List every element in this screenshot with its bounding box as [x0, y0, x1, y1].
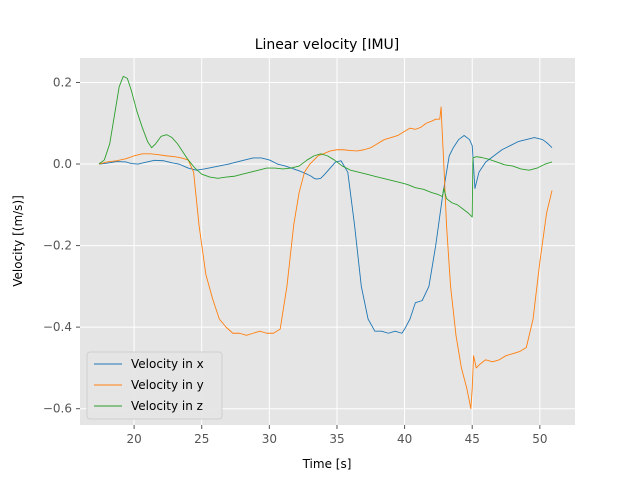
- y-tick-label: −0.2: [43, 239, 72, 253]
- x-tick-label: 30: [262, 432, 277, 446]
- series-line-2: [98, 106, 553, 410]
- series-lines: [98, 75, 553, 410]
- x-tick-label: 35: [329, 432, 344, 446]
- x-tick-label: 25: [194, 432, 209, 446]
- y-axis-ticks: −0.6 −0.4 −0.2 0.0 0.2: [43, 75, 80, 416]
- legend-box: [86, 351, 223, 420]
- series-line-3: [98, 75, 553, 218]
- x-axis-label: Time [s]: [302, 457, 352, 471]
- legend: Velocity in x Velocity in y Velocity in z: [86, 351, 223, 420]
- x-axis-ticks: 20 25 30 35 40 45 50: [126, 425, 547, 446]
- x-tick-label: 45: [465, 432, 480, 446]
- x-tick-label: 40: [397, 432, 412, 446]
- x-tick-label: 50: [532, 432, 547, 446]
- x-tick-label: 20: [126, 432, 141, 446]
- y-tick-label: 0.0: [53, 157, 72, 171]
- y-axis-label: Velocity [(m/s)]: [11, 195, 25, 287]
- chart-title: Linear velocity [IMU]: [255, 37, 400, 53]
- legend-label-2: Velocity in y: [131, 378, 204, 392]
- legend-label-3: Velocity in z: [131, 399, 203, 413]
- legend-label-1: Velocity in x: [131, 357, 204, 371]
- y-tick-label: 0.2: [53, 75, 72, 89]
- y-tick-label: −0.6: [43, 402, 72, 416]
- y-tick-label: −0.4: [43, 320, 72, 334]
